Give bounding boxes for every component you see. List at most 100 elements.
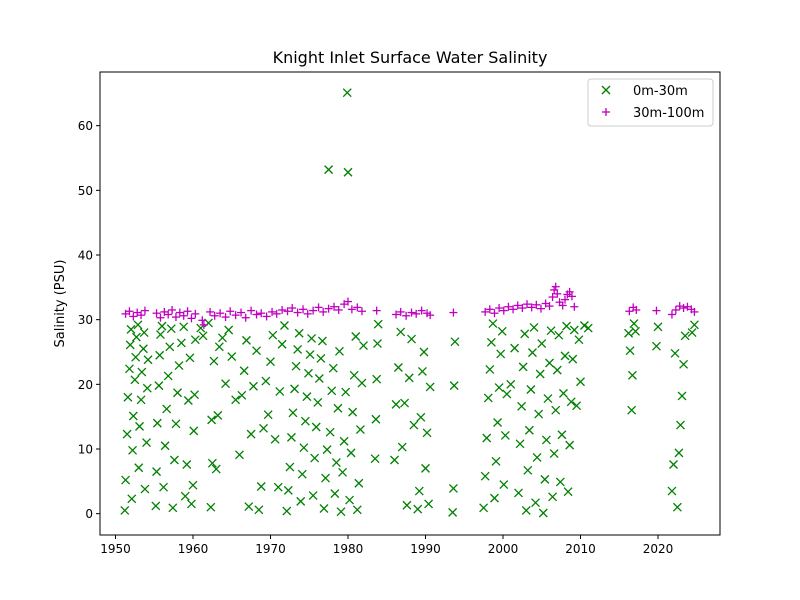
data-point-1-30 — [262, 312, 271, 321]
data-point-0-45 — [182, 460, 192, 469]
data-point-0-204 — [543, 394, 553, 404]
data-point-0-237 — [670, 348, 680, 358]
data-point-0-93 — [290, 384, 299, 394]
data-point-0-58 — [207, 458, 217, 468]
data-point-0-91 — [286, 432, 296, 442]
data-point-0-101 — [302, 392, 312, 402]
data-point-0-12 — [131, 332, 141, 342]
data-point-0-59 — [209, 356, 219, 366]
data-point-0-74 — [248, 381, 258, 391]
data-point-0-242 — [679, 359, 689, 369]
data-point-0-232 — [631, 326, 640, 336]
data-point-0-104 — [307, 333, 317, 343]
data-point-0-21 — [142, 438, 151, 447]
data-point-1-46 — [344, 297, 352, 306]
data-point-0-94 — [291, 361, 301, 371]
data-point-0-239 — [674, 448, 684, 458]
data-point-0-11 — [131, 352, 141, 362]
data-point-0-19 — [139, 328, 149, 338]
data-point-0-50 — [189, 426, 199, 436]
data-point-0-36 — [166, 324, 176, 334]
data-point-0-79 — [261, 376, 271, 386]
data-point-0-57 — [207, 415, 217, 425]
data-point-0-164 — [448, 483, 458, 493]
data-point-1-78 — [553, 289, 562, 298]
data-point-0-107 — [311, 422, 321, 432]
y-tick-label-10: 10 — [78, 442, 93, 456]
data-point-0-145 — [391, 399, 401, 409]
data-point-1-77 — [551, 282, 560, 291]
y-tick-label-50: 50 — [78, 184, 93, 198]
data-point-1-58 — [426, 311, 435, 320]
data-point-0-115 — [324, 165, 334, 175]
data-point-0-28 — [155, 350, 165, 360]
data-point-1-51 — [392, 310, 401, 319]
data-point-0-142 — [372, 339, 382, 349]
data-point-1-90 — [667, 310, 676, 319]
data-point-0-123 — [336, 507, 346, 517]
data-point-0-222 — [572, 401, 582, 411]
data-point-0-126 — [341, 387, 351, 397]
data-point-0-40 — [173, 388, 182, 398]
data-point-0-128 — [343, 167, 353, 177]
data-point-1-10 — [168, 305, 177, 314]
data-point-0-98 — [297, 469, 307, 479]
data-point-1-17 — [198, 316, 207, 325]
data-point-0-140 — [371, 414, 381, 424]
data-point-0-92 — [288, 408, 298, 418]
data-point-1-74 — [545, 302, 554, 311]
data-point-0-151 — [404, 373, 414, 383]
data-point-0-166 — [450, 337, 460, 347]
data-point-0-155 — [414, 486, 424, 496]
data-point-0-147 — [396, 327, 406, 337]
data-point-0-96 — [294, 328, 304, 338]
data-point-0-125 — [339, 436, 349, 446]
data-point-1-64 — [499, 306, 508, 315]
x-tick-label-1980: 1980 — [333, 542, 364, 556]
data-point-1-15 — [187, 314, 196, 323]
data-point-0-240 — [676, 420, 685, 430]
data-point-0-5 — [125, 340, 135, 350]
data-point-0-31 — [159, 482, 169, 492]
data-point-0-183 — [506, 379, 516, 389]
data-point-0-69 — [237, 390, 247, 400]
data-point-0-150 — [402, 500, 412, 510]
data-point-0-217 — [563, 487, 573, 497]
data-point-0-90 — [285, 462, 295, 472]
data-point-0-129 — [345, 495, 355, 505]
data-point-0-116 — [325, 427, 335, 437]
data-point-1-38 — [303, 309, 312, 318]
data-point-0-172 — [486, 337, 496, 347]
data-point-0-130 — [346, 448, 356, 458]
data-point-0-38 — [169, 455, 179, 465]
series-0m-30m — [120, 88, 699, 518]
data-point-0-235 — [667, 486, 677, 496]
y-tick-label-30: 30 — [78, 313, 93, 327]
data-point-0-223 — [574, 335, 584, 345]
data-point-0-177 — [494, 383, 504, 393]
data-point-0-243 — [680, 331, 690, 341]
data-point-0-174 — [490, 493, 499, 503]
data-point-1-16 — [191, 309, 200, 318]
data-point-1-34 — [283, 307, 292, 316]
series-30m-100m — [121, 282, 699, 329]
data-point-0-132 — [349, 370, 359, 380]
data-point-0-26 — [152, 418, 162, 428]
data-point-0-202 — [540, 474, 550, 484]
data-point-1-21 — [216, 309, 225, 318]
data-point-0-124 — [338, 467, 348, 477]
data-point-0-52 — [190, 335, 200, 345]
y-tick-label-40: 40 — [78, 249, 93, 263]
data-point-0-179 — [497, 326, 507, 336]
data-point-1-54 — [407, 308, 416, 317]
data-point-0-99 — [299, 443, 309, 453]
data-point-0-191 — [523, 465, 533, 475]
data-point-0-134 — [352, 505, 362, 515]
data-point-0-137 — [357, 378, 367, 388]
data-point-0-0 — [120, 505, 130, 515]
data-point-1-55 — [412, 309, 421, 318]
data-point-1-83 — [565, 287, 574, 296]
data-point-1-85 — [570, 302, 579, 311]
x-tick-label-2000: 2000 — [488, 542, 519, 556]
